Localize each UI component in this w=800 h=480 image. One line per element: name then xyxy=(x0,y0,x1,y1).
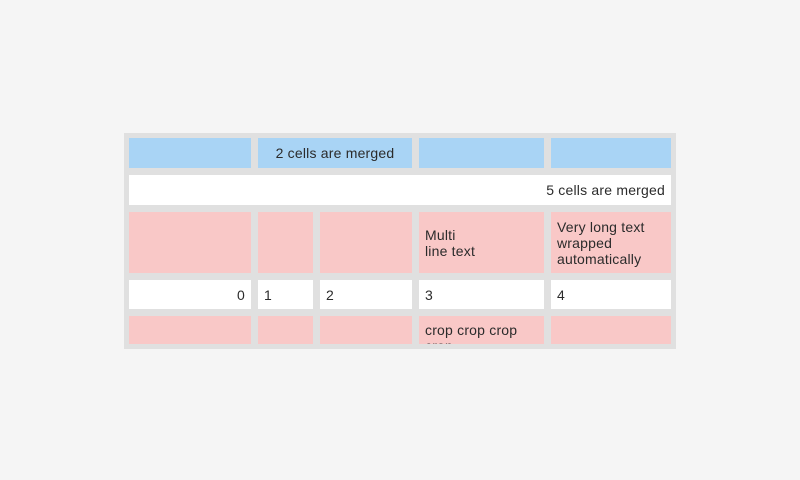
table-cell[interactable]: 1 xyxy=(258,280,313,309)
table-cell[interactable] xyxy=(258,316,313,344)
table-row: 2 cells are merged xyxy=(129,138,671,168)
table-cell-cropped[interactable]: crop crop crop crop xyxy=(419,316,544,344)
table-cell[interactable]: 3 xyxy=(419,280,544,309)
table-cell[interactable] xyxy=(551,316,671,344)
table-cell[interactable] xyxy=(258,212,313,273)
table-row: 0 1 2 3 4 xyxy=(129,280,671,309)
table-row: Multi line text Very long text wrapped a… xyxy=(129,212,671,273)
table-cell-wrapped[interactable]: Very long text wrapped automatically xyxy=(551,212,671,273)
table-cell[interactable] xyxy=(320,316,412,344)
table-scroll-area[interactable]: 2 cells are merged 5 cells are merged Mu… xyxy=(129,138,671,344)
table-cell[interactable] xyxy=(129,138,251,168)
table-cell[interactable]: 4 xyxy=(551,280,671,309)
table-cell[interactable] xyxy=(320,212,412,273)
table-widget: 2 cells are merged 5 cells are merged Mu… xyxy=(124,133,676,349)
table-cell[interactable]: 0 xyxy=(129,280,251,309)
table-cell-merged-5[interactable]: 5 cells are merged xyxy=(129,175,671,205)
table-cell[interactable] xyxy=(551,138,671,168)
table-row: crop crop crop crop xyxy=(129,316,671,344)
table-cell[interactable] xyxy=(419,138,544,168)
table-cell-merged-2[interactable]: 2 cells are merged xyxy=(258,138,412,168)
table-row: 5 cells are merged xyxy=(129,175,671,205)
table-cell[interactable] xyxy=(129,212,251,273)
table-cell-multiline[interactable]: Multi line text xyxy=(419,212,544,273)
table-cell[interactable]: 2 xyxy=(320,280,412,309)
table-cell[interactable] xyxy=(129,316,251,344)
